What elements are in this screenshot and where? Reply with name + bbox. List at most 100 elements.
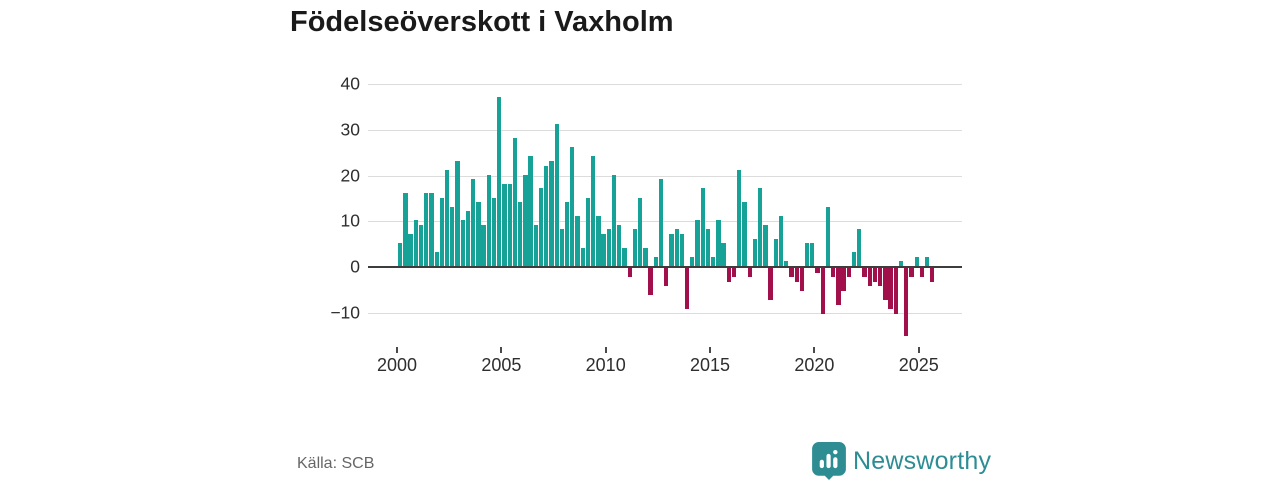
bar-quarter-81: [820, 268, 825, 314]
bar-quarter-8: [439, 197, 445, 266]
bar-quarter-94: [888, 268, 893, 310]
bar-quarter-35: [580, 247, 585, 266]
bar-quarter-25: [528, 156, 533, 266]
bar-quarter-95: [893, 268, 898, 314]
bar-quarter-6: [429, 192, 434, 266]
source-note: Källa: SCB: [297, 455, 375, 472]
bar-quarter-90: [867, 268, 872, 287]
bar-quarter-89: [862, 268, 867, 278]
bar-quarter-11: [455, 161, 460, 266]
bar-quarter-72: [773, 238, 778, 266]
x-axis-tick-label: 2000: [376, 355, 418, 375]
bar-quarter-67: [747, 268, 752, 278]
bar-quarter-21: [507, 183, 512, 266]
x-axis-tick: [813, 347, 816, 353]
bar-quarter-0: [398, 243, 403, 266]
bar-quarter-100: [919, 268, 925, 278]
x-axis-tick-label: 2005: [481, 355, 522, 375]
bar-quarter-24: [523, 174, 528, 266]
bar-quarter-69: [758, 188, 763, 266]
bar-quarter-60: [711, 256, 716, 266]
bar-quarter-2: [408, 234, 413, 266]
bar-quarter-23: [518, 202, 523, 266]
newsworthy-badge-bar-chart-icon: [812, 442, 846, 480]
bar-quarter-30: [554, 124, 559, 266]
y-axis-tick-label: −10: [330, 302, 360, 323]
bar-quarter-49: [653, 256, 658, 266]
bar-quarter-20: [502, 183, 507, 266]
bar-quarter-73: [778, 215, 784, 266]
y-axis-tick-label: 20: [340, 165, 360, 186]
bar-quarter-98: [909, 268, 914, 278]
x-axis-tick-label: 2025: [898, 355, 939, 375]
bar-quarter-83: [831, 268, 836, 278]
bar-quarter-50: [658, 179, 664, 266]
newsworthy-logo: Newsworthy: [812, 442, 991, 480]
bar-quarter-76: [794, 268, 799, 282]
bar-quarter-44: [627, 268, 632, 278]
bar-quarter-28: [544, 165, 549, 266]
gridline: [368, 84, 962, 86]
bar-quarter-9: [444, 170, 450, 266]
x-axis-tick-label: 2010: [585, 355, 626, 375]
bar-quarter-77: [799, 268, 805, 291]
chart-title: Födelseöverskott i Vaxholm: [290, 6, 674, 38]
bar-quarter-80: [815, 268, 820, 273]
bar-quarter-33: [570, 147, 575, 266]
bar-quarter-42: [617, 224, 622, 266]
bar-quarter-41: [611, 174, 617, 266]
bar-quarter-99: [914, 256, 919, 266]
bar-quarter-38: [596, 215, 601, 266]
bar-quarter-64: [731, 268, 737, 278]
bar-quarter-71: [768, 268, 773, 300]
zero-axis-line: [368, 266, 962, 268]
bar-quarter-79: [810, 243, 815, 266]
bar-quarter-101: [924, 256, 930, 266]
x-axis-tick: [917, 347, 920, 353]
bar-quarter-54: [679, 234, 685, 266]
x-axis-tick-label: 2020: [794, 355, 835, 375]
bar-quarter-22: [512, 138, 518, 266]
bar-quarter-40: [606, 229, 611, 266]
bar-quarter-62: [721, 243, 726, 266]
bar-quarter-37: [591, 156, 596, 266]
bar-quarter-36: [585, 197, 591, 266]
bar-quarter-59: [705, 229, 711, 266]
bar-quarter-102: [930, 268, 935, 282]
bar-quarter-82: [825, 206, 831, 266]
gridline: [368, 312, 962, 314]
y-axis-tick-label: 10: [340, 210, 360, 231]
bar-quarter-75: [789, 268, 794, 278]
bar-quarter-85: [841, 268, 846, 291]
y-axis-tick-label: 0: [350, 256, 360, 277]
bar-quarter-26: [533, 224, 538, 266]
x-axis-tick: [396, 347, 398, 353]
bar-quarter-32: [564, 202, 570, 266]
bar-quarter-68: [752, 238, 758, 266]
bar-quarter-70: [763, 224, 768, 266]
bar-quarter-15: [476, 202, 481, 266]
bar-quarter-39: [601, 234, 606, 266]
gridline: [368, 175, 962, 177]
bar-quarter-86: [846, 268, 851, 278]
bar-quarter-31: [559, 229, 565, 266]
y-axis-tick-label: 40: [340, 73, 360, 94]
bar-quarter-14: [471, 179, 476, 266]
bar-quarter-13: [465, 211, 471, 266]
bar-quarter-27: [538, 188, 544, 266]
bar-quarter-4: [418, 224, 424, 266]
bar-quarter-84: [836, 268, 841, 305]
x-axis-tick-label: 2015: [690, 355, 731, 375]
bar-quarter-97: [904, 268, 909, 337]
bar-quarter-78: [804, 243, 810, 266]
bar-quarter-91: [872, 268, 878, 282]
bar-quarter-57: [695, 220, 700, 266]
gridline: [368, 221, 962, 223]
bar-quarter-74: [784, 261, 789, 266]
x-axis-tick: [709, 347, 712, 353]
y-axis-tick-label: 30: [340, 119, 360, 140]
bar-quarter-52: [669, 234, 674, 266]
bar-quarter-18: [491, 197, 497, 266]
bar-quarter-10: [450, 206, 455, 266]
